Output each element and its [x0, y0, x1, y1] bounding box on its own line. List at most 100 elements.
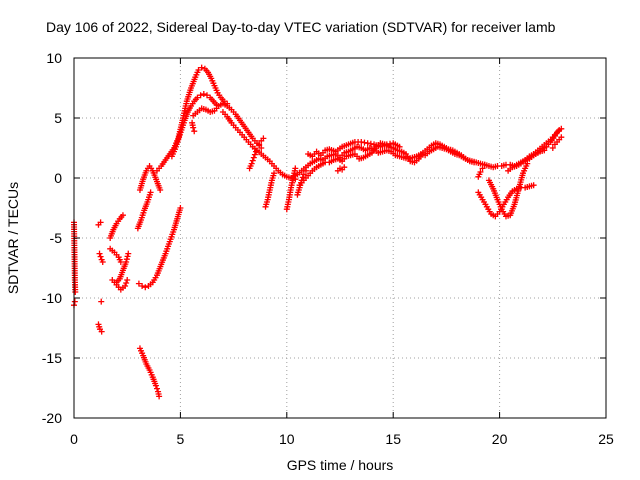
- series-s: [189, 119, 198, 135]
- x-tick-label: 5: [177, 431, 185, 447]
- series-f: [95, 321, 105, 335]
- data-point: [252, 148, 259, 155]
- data-point: [98, 328, 105, 335]
- series-m: [135, 205, 184, 291]
- data-point: [98, 298, 105, 305]
- data-point: [558, 125, 565, 132]
- data-point: [341, 164, 348, 171]
- data-point: [122, 283, 129, 289]
- series-r: [219, 109, 299, 183]
- series-ad: [485, 160, 531, 220]
- data-point: [71, 298, 78, 305]
- data-point: [125, 250, 132, 257]
- data-point: [152, 382, 159, 389]
- data-point: [195, 67, 202, 73]
- data-point: [292, 165, 299, 172]
- data-point: [123, 256, 130, 263]
- data-point: [191, 128, 198, 135]
- data-point: [96, 250, 103, 257]
- data-point: [142, 284, 149, 291]
- x-tick-labels: 0 5 10 15 20 25: [70, 431, 614, 447]
- data-point: [204, 92, 210, 99]
- data-point: [555, 128, 562, 135]
- y-axis-label: SDTVAR / TECUs: [5, 182, 21, 294]
- plot-frame: [73, 57, 607, 419]
- y-tick-label: 5: [54, 110, 62, 126]
- series-k: [136, 163, 164, 193]
- x-tick-label: 20: [492, 431, 508, 447]
- data-point: [157, 187, 164, 193]
- data-point: [558, 134, 565, 141]
- y-tick-label: -10: [42, 290, 62, 306]
- series-g: [107, 212, 126, 241]
- data-point: [124, 253, 131, 260]
- data-point: [197, 92, 204, 99]
- series-u: [256, 135, 267, 148]
- data-point: [530, 182, 537, 189]
- data-point: [249, 157, 256, 164]
- data-point: [477, 169, 484, 175]
- series-v: [262, 170, 278, 210]
- x-tick-label: 10: [279, 431, 295, 447]
- data-point: [97, 219, 104, 226]
- data-point: [248, 160, 255, 167]
- y-tick-labels: -20 -15 -10 -5 0 5 10: [42, 50, 62, 426]
- data-point: [156, 393, 163, 400]
- data-point: [123, 259, 130, 265]
- series-o: [153, 64, 231, 174]
- data-point: [258, 145, 265, 151]
- y-tick-label: -5: [50, 230, 63, 246]
- data-point: [200, 91, 207, 97]
- x-tick-label: 0: [70, 431, 78, 447]
- data-point: [481, 161, 488, 168]
- y-tick-label: 10: [46, 50, 62, 66]
- data-point: [260, 135, 267, 142]
- data-point: [479, 165, 486, 172]
- data-point: [99, 259, 106, 265]
- data-point: [147, 189, 154, 196]
- data-point: [549, 145, 556, 151]
- series-ac: [475, 182, 537, 220]
- data-point: [251, 151, 258, 158]
- data-point: [117, 259, 124, 265]
- y-tick-label: -20: [42, 410, 62, 426]
- series-t: [246, 148, 259, 172]
- y-tick-label: 0: [54, 170, 62, 186]
- data-point: [119, 212, 126, 219]
- data-point: [139, 283, 146, 289]
- data-point: [256, 141, 263, 148]
- series-w: [283, 165, 299, 213]
- series-l: [134, 189, 154, 232]
- series-p: [168, 91, 220, 160]
- data-point: [471, 159, 478, 166]
- chart-title: Day 106 of 2022, Sidereal Day-to-day VTE…: [46, 19, 556, 35]
- series-ah: [549, 134, 565, 151]
- series-n: [136, 345, 163, 400]
- data-point: [300, 171, 307, 178]
- series-j: [113, 250, 132, 286]
- series-d: [96, 250, 106, 265]
- series-a: [71, 219, 79, 295]
- data-point: [72, 289, 79, 295]
- data-point: [124, 277, 131, 283]
- data-points: [71, 64, 565, 400]
- data-point: [123, 280, 130, 286]
- data-point: [271, 170, 278, 177]
- x-axis-label: GPS time / hours: [287, 457, 394, 473]
- data-point: [177, 205, 184, 211]
- series-h: [107, 245, 124, 265]
- series-q: [190, 100, 265, 151]
- data-point: [153, 385, 160, 392]
- x-tick-label: 15: [385, 431, 401, 447]
- data-point: [135, 280, 142, 287]
- data-point: [396, 143, 403, 150]
- x-tick-label: 25: [598, 431, 614, 447]
- series-e: [98, 298, 105, 305]
- grid-lines: [74, 58, 606, 418]
- data-point: [198, 64, 205, 71]
- data-point: [97, 253, 104, 260]
- data-point: [194, 94, 201, 101]
- data-point: [190, 124, 197, 131]
- series-aa: [305, 139, 403, 160]
